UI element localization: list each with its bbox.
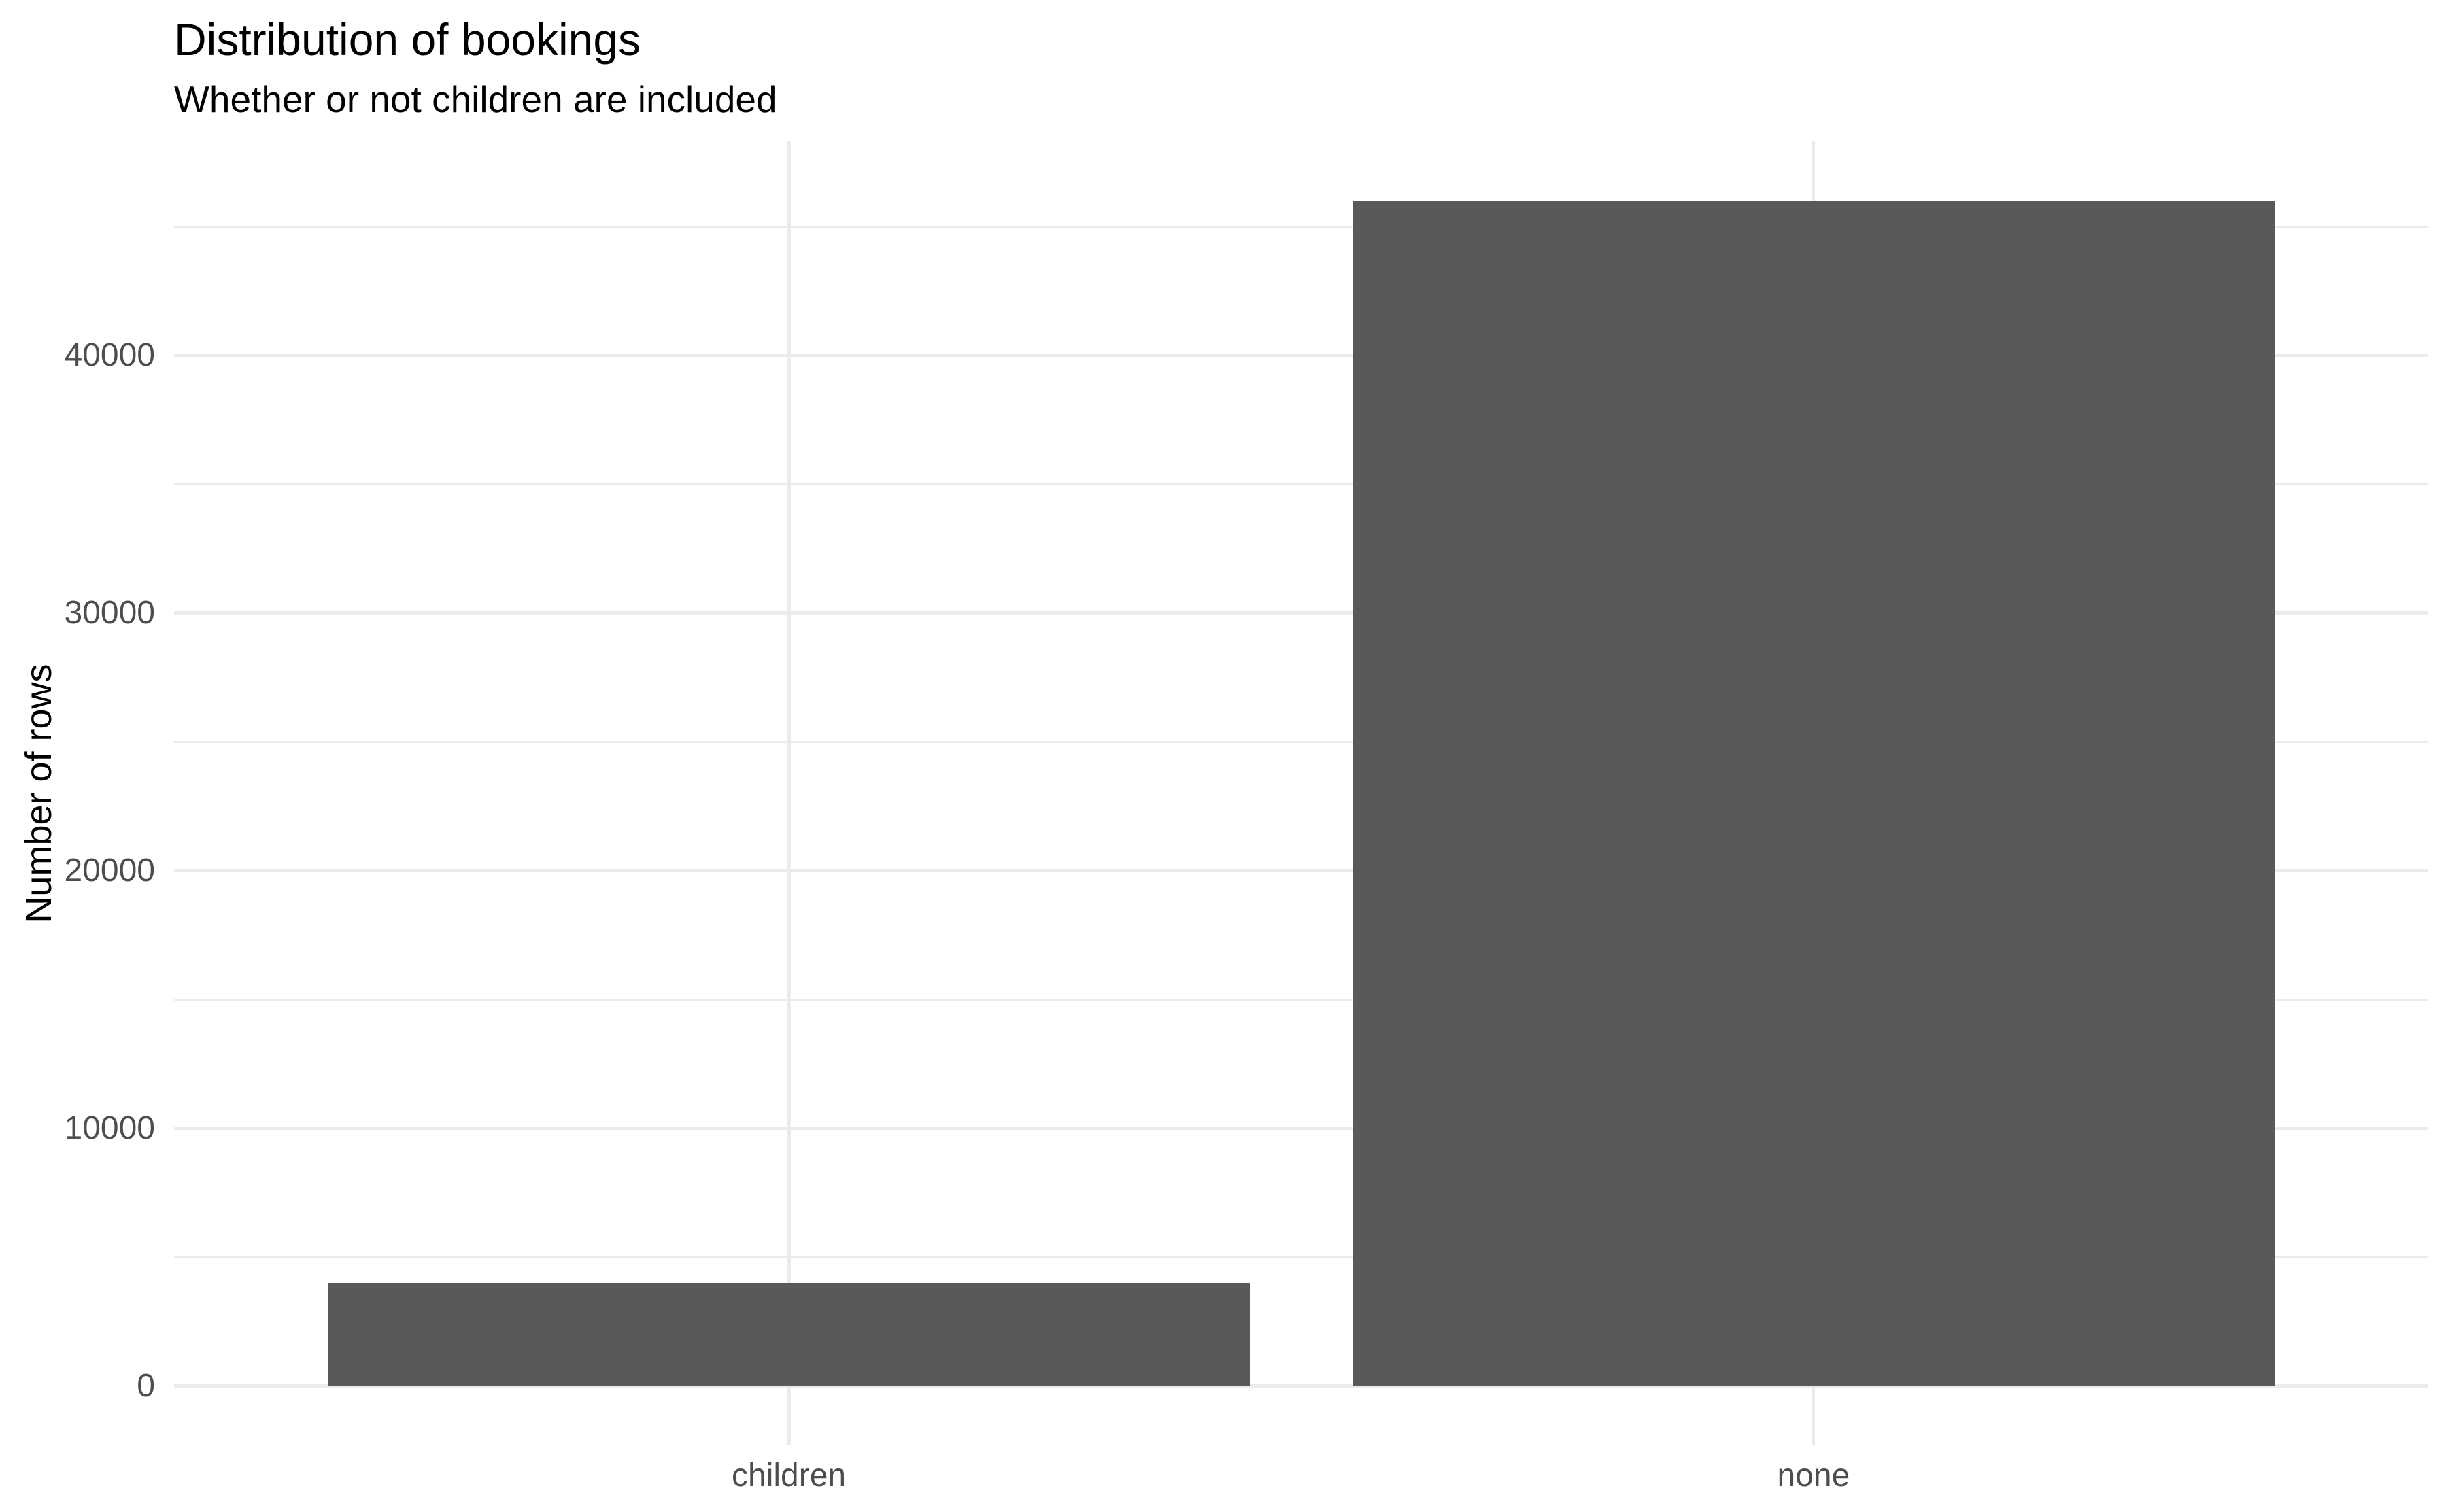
y-major-gridline (174, 1384, 2428, 1388)
plot-panel (174, 141, 2428, 1445)
y-tick-label: 10000 (64, 1110, 155, 1146)
x-tick-label: none (1777, 1458, 1850, 1494)
chart-title: Distribution of bookings (174, 14, 641, 65)
y-minor-gridline (174, 483, 2428, 485)
y-major-gridline (174, 869, 2428, 873)
y-tick-label: 40000 (64, 337, 155, 373)
y-tick-label: 0 (137, 1367, 155, 1404)
y-tick-label: 20000 (64, 852, 155, 889)
bar-none (1352, 201, 2275, 1386)
y-minor-gridline (174, 998, 2428, 1001)
y-major-gridline (174, 1127, 2428, 1131)
y-major-gridline (174, 611, 2428, 615)
x-major-gridline (787, 141, 791, 1445)
y-minor-gridline (174, 1256, 2428, 1258)
y-minor-gridline (174, 740, 2428, 743)
y-tick-label: 30000 (64, 594, 155, 631)
bar-children (328, 1283, 1251, 1386)
chart-subtitle: Whether or not children are included (174, 78, 777, 120)
x-tick-label: children (732, 1458, 847, 1494)
y-minor-gridline (174, 225, 2428, 228)
y-major-gridline (174, 354, 2428, 358)
